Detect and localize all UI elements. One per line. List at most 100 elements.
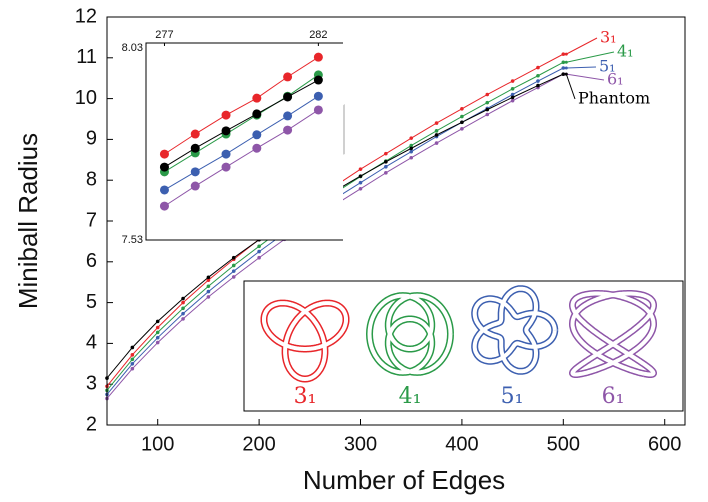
data-point (536, 79, 540, 83)
knot-label: 6₁ (602, 384, 625, 409)
data-point (384, 151, 388, 156)
y-tick-label: 5 (86, 291, 97, 313)
data-point (434, 129, 439, 133)
series-label: Phantom (578, 89, 650, 108)
series-label: 3₁ (600, 28, 617, 47)
data-point (384, 164, 388, 169)
data-point (155, 319, 160, 324)
data-point (283, 72, 293, 82)
y-axis-title: Miniball Radius (13, 133, 43, 309)
data-point (485, 112, 490, 117)
series-line (164, 79, 319, 168)
data-point (130, 353, 135, 357)
data-point (181, 300, 185, 305)
data-point (358, 186, 363, 191)
data-point (221, 110, 231, 120)
y-tick-label: 10 (75, 87, 97, 109)
knot-label: 5₁ (501, 384, 524, 409)
knot-inner (472, 286, 557, 374)
data-point (460, 120, 464, 125)
series-line (164, 109, 319, 207)
data-point (221, 126, 231, 136)
data-point (313, 52, 323, 62)
data-point (155, 340, 160, 345)
data-point (155, 330, 160, 335)
data-point (190, 143, 200, 153)
series-line (164, 74, 319, 173)
series-label: 6₁ (607, 70, 624, 89)
data-point (231, 269, 236, 273)
y-tick-label: 6 (86, 250, 97, 272)
y-tick-label: 8 (86, 168, 97, 190)
data-point (231, 263, 236, 268)
data-point (159, 201, 169, 211)
data-point (313, 75, 323, 85)
data-point (358, 180, 363, 185)
series-label: 4₁ (617, 42, 634, 61)
knot-label: 3₁ (294, 384, 317, 409)
data-point (181, 311, 185, 316)
series-label: 5₁ (599, 57, 616, 76)
data-point (221, 149, 231, 159)
data-point (206, 284, 211, 289)
data-point (130, 362, 135, 366)
data-point (206, 289, 211, 294)
plot-area: 100 200 300 400 500 600234567891011123₁4₁5₁6₁… (75, 5, 686, 455)
knot-inner (262, 301, 348, 381)
data-point (384, 160, 388, 164)
data-point (409, 149, 414, 154)
x-tick-label: 400 (445, 433, 478, 455)
data-point (206, 275, 211, 280)
data-point (460, 126, 464, 131)
data-point (252, 109, 262, 119)
data-point (181, 317, 185, 321)
data-point (485, 107, 490, 112)
data-point (159, 149, 169, 159)
data-point (190, 129, 200, 139)
inset-x-tick-label: 282 (309, 29, 327, 41)
data-point (434, 121, 439, 125)
data-point (159, 185, 169, 195)
arrow-head (564, 66, 568, 70)
data-point (409, 155, 414, 160)
x-tick-label: 500 (547, 433, 580, 455)
data-point (231, 275, 236, 279)
data-point (485, 92, 490, 97)
data-point (510, 79, 515, 83)
arrow-head (564, 60, 568, 64)
data-point (181, 296, 185, 301)
knot-diagrams: 3₁ 4₁ 5₁ 6₁ (260, 285, 657, 409)
plot-frame (106, 16, 686, 426)
inset-background (146, 43, 343, 240)
x-tick-label: 200 (242, 433, 275, 455)
knot-inner (570, 291, 656, 377)
data-point (384, 171, 388, 175)
x-tick-label: 100 (141, 433, 174, 455)
inset-x-tick-label: 277 (155, 29, 173, 41)
knot-label: 4₁ (399, 384, 422, 409)
data-point (252, 130, 262, 140)
y-tick-label: 12 (75, 5, 97, 27)
data-point (206, 278, 211, 282)
arrow-head (564, 72, 568, 76)
data-point (409, 136, 414, 140)
inset: 277 282 7.53 8.03 (122, 29, 343, 246)
data-point (257, 249, 261, 254)
data-point (206, 295, 211, 299)
data-point (510, 95, 515, 100)
data-point (252, 143, 262, 153)
arrow-head (564, 52, 568, 56)
label-arrow (565, 73, 576, 100)
data-point (130, 345, 135, 350)
x-tick-label: 300 (344, 433, 377, 455)
label-arrow (566, 73, 605, 81)
data-point (485, 100, 490, 105)
data-point (257, 244, 261, 249)
data-point (510, 92, 515, 97)
data-point (536, 73, 540, 78)
data-point (561, 52, 566, 56)
data-point (561, 72, 566, 76)
data-point (313, 91, 323, 101)
series-line (164, 56, 319, 155)
